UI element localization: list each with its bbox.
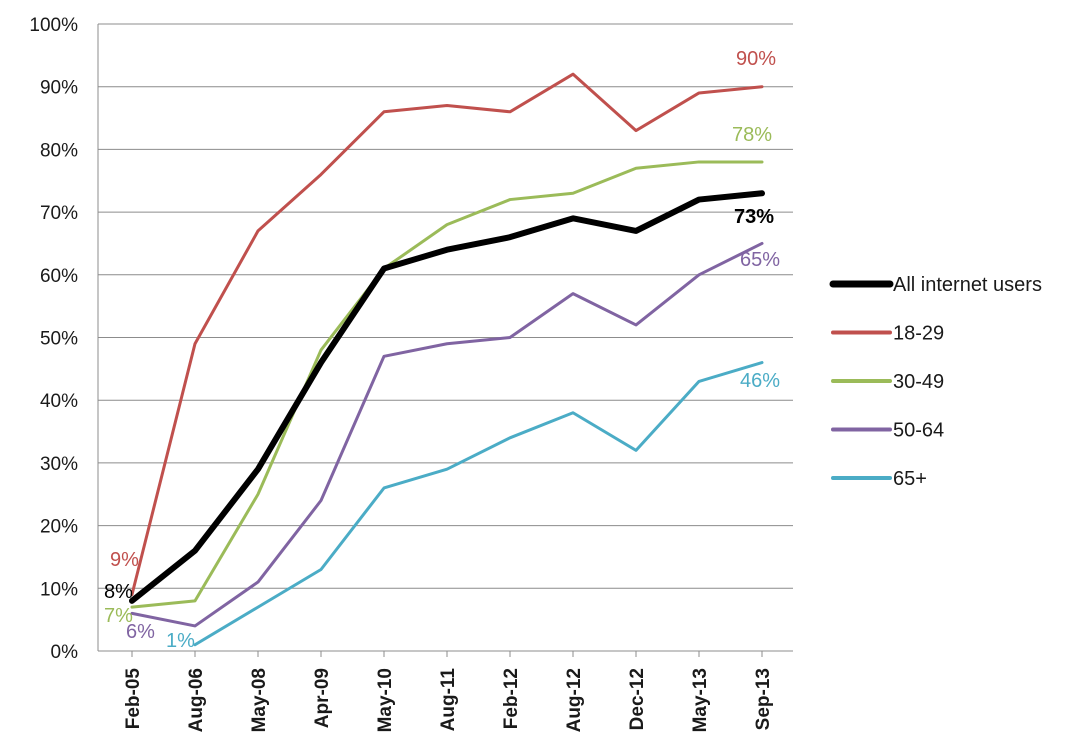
x-tick-label: Feb-05 [123, 668, 144, 730]
legend-label: All internet users [893, 274, 1042, 296]
y-tick-label: 100% [29, 15, 78, 36]
gridlines [97, 23, 793, 652]
y-axis-ticks: 0% 10% 20% 30% 40% 50% 60% 70% 80% 90% 100% [29, 15, 78, 663]
y-tick-label: 20% [40, 517, 78, 538]
x-tick-label: May-08 [249, 668, 270, 732]
start-value-label: 1% [166, 630, 195, 652]
series-line-65- [193, 361, 764, 647]
x-tick-label: Aug-11 [438, 668, 459, 732]
x-tick-label: Dec-12 [627, 668, 648, 730]
end-value-label: 65% [740, 249, 780, 271]
x-tick-label: Aug-12 [564, 668, 585, 732]
y-tick-label: 70% [40, 203, 78, 224]
legend: All internet users 18-29 30-49 50-64 65+ [829, 274, 1042, 490]
x-axis-ticks: Feb-05 Aug-06 May-08 Apr-09 May-10 Aug-11 Feb-… [123, 651, 774, 732]
end-value-label: 78% [732, 124, 772, 146]
x-tick-label: May-10 [375, 668, 396, 732]
end-value-label: 90% [736, 48, 776, 70]
x-tick-label: Feb-12 [501, 668, 522, 729]
start-value-label: 7% [104, 605, 133, 627]
series-line-30-49 [130, 160, 764, 609]
x-tick-label: Apr-09 [312, 668, 333, 728]
y-tick-label: 0% [51, 642, 79, 663]
legend-label: 65+ [893, 468, 927, 490]
y-tick-label: 60% [40, 266, 78, 287]
y-tick-label: 50% [40, 329, 78, 350]
start-value-label: 8% [104, 581, 133, 603]
start-value-label: 9% [110, 549, 139, 571]
legend-label: 30-49 [893, 371, 944, 393]
y-tick-label: 80% [40, 140, 78, 161]
legend-label: 50-64 [893, 420, 944, 442]
end-value-label: 73% [734, 206, 774, 228]
series-line-50-64 [130, 241, 764, 628]
series-lines [129, 72, 765, 647]
start-value-label: 6% [126, 621, 155, 643]
legend-label: 18-29 [893, 323, 944, 345]
y-tick-label: 90% [40, 78, 78, 99]
data-labels: 8% 73% 9% 90% 7% 78% 6% 65% 1% 46% [104, 48, 780, 652]
end-value-label: 46% [740, 370, 780, 392]
x-tick-label: May-13 [690, 668, 711, 732]
x-tick-label: Sep-13 [753, 668, 774, 730]
x-tick-label: Aug-06 [186, 668, 207, 732]
series-line-18-29 [130, 72, 764, 597]
series-line-all-internet-users [129, 190, 765, 604]
y-tick-label: 30% [40, 454, 78, 475]
y-tick-label: 10% [40, 579, 78, 600]
y-tick-label: 40% [40, 391, 78, 412]
